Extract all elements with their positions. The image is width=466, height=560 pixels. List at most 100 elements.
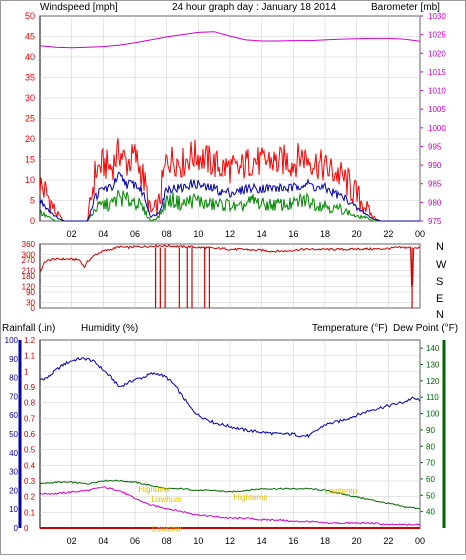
weather-time-tick-label: 08 (162, 536, 172, 546)
wind-barometer-panel: 0510152025303540455097598098599099510001… (25, 11, 446, 239)
direction-tick-label: 30 (26, 299, 35, 308)
chart-title: 24 hour graph day : January 18 2014 (172, 2, 336, 13)
wind-tick-label: 40 (25, 52, 35, 62)
weather-time-tick-label: 00 (415, 536, 425, 546)
barometer-tick-label: 1010 (428, 87, 446, 96)
humidity-tick-label: 90 (9, 355, 18, 364)
humidity-tick-label: 30 (9, 468, 18, 477)
temperature-axis-label: Temperature (°F) (312, 323, 388, 334)
extreme-annotation: Hightemp (233, 493, 268, 502)
barometer-tick-label: 990 (428, 161, 442, 170)
time-tick-label: 06 (130, 229, 140, 239)
time-tick-label: 10 (193, 229, 203, 239)
barometer-tick-label: 1000 (428, 124, 446, 133)
weather-time-tick-label: 14 (257, 536, 267, 546)
weather-time-tick-label: 02 (67, 536, 77, 546)
rain-tick-label: 0.2 (24, 493, 36, 502)
wind-tick-label: 35 (25, 73, 35, 83)
temperature-tick-label: 120 (426, 377, 440, 386)
barometer-tick-label: 1005 (428, 105, 446, 114)
barometer-tick-label: 995 (428, 142, 442, 151)
wind-tick-label: 15 (25, 155, 35, 165)
weather-time-tick-label: 16 (288, 536, 298, 546)
time-tick-label: 12 (225, 229, 235, 239)
time-tick-label: 18 (320, 229, 330, 239)
direction-tick-label: 210 (22, 267, 36, 276)
direction-tick-label: 360 (22, 240, 36, 249)
temperature-line (39, 479, 421, 510)
rain-humidity-temperature-panel: 0 0.1 0.2 0.3 0.4 0.5 0.6 0.7 0.8 0.9 1 1.1 1.2 0 10 20… (5, 336, 446, 546)
humidity-tick-label: 40 (9, 449, 18, 458)
wind-tick-label: 10 (25, 175, 35, 185)
time-tick-label: 00 (415, 229, 425, 239)
rain-tick-label: 0.8 (24, 399, 36, 408)
weather-time-tick-label: 12 (225, 536, 235, 546)
direction-tick-label: 90 (26, 288, 35, 297)
extreme-annotation: Lowtemp (325, 487, 358, 496)
temperature-tick-label: 130 (426, 361, 440, 370)
humidity-tick-label: 50 (9, 430, 18, 439)
wind-tick-label: 25 (25, 114, 35, 124)
compass-label-n-top: N (436, 241, 444, 253)
time-tick-label: 04 (98, 229, 108, 239)
rain-tick-label: 0.3 (24, 477, 36, 486)
wind-tick-label: 30 (25, 93, 35, 103)
direction-tick-label: 0 (31, 304, 36, 313)
rain-tick-label: 1 (24, 367, 29, 376)
direction-tick-label: 180 (22, 272, 36, 281)
rain-tick-label: 0.4 (24, 461, 36, 470)
barometer-axis-label: Barometer [mb] (371, 2, 440, 13)
dewpoint-axis-label: Dew Point (°F) (393, 323, 458, 334)
humidity-tick-label: 10 (9, 505, 18, 514)
weather-time-tick-label: 18 (320, 536, 330, 546)
humidity-axis-label: Humidity (%) (81, 323, 138, 334)
rain-tick-label: 0.7 (24, 414, 36, 423)
weather-time-tick-label: 20 (352, 536, 362, 546)
weather-time-tick-label: 06 (130, 536, 140, 546)
extreme-annotation: Lowdew (152, 524, 182, 533)
compass-label-s: S (436, 276, 443, 288)
barometer-tick-label: 1025 (428, 31, 446, 40)
rain-tick-label: 1.2 (24, 336, 36, 345)
wind-tick-label: 5 (30, 196, 35, 206)
windspeed-axis-label: Windspeed [mph] (40, 2, 118, 13)
wind-tick-label: 50 (25, 11, 35, 21)
time-tick-label: 14 (257, 229, 267, 239)
temperature-tick-label: 110 (426, 393, 439, 402)
direction-tick-label: 120 (22, 283, 36, 292)
humidity-tick-label: 0 (14, 524, 19, 533)
rain-tick-label: 0 (24, 524, 29, 533)
weather-time-tick-label: 10 (193, 536, 203, 546)
temperature-tick-label: 100 (426, 410, 440, 419)
rain-tick-label: 0.6 (24, 430, 36, 439)
wind-tick-label: 20 (25, 134, 35, 144)
weather-time-tick-label: 04 (98, 536, 108, 546)
rain-tick-label: 1.1 (24, 352, 36, 361)
barometer-tick-label: 975 (428, 217, 442, 226)
time-tick-label: 08 (162, 229, 172, 239)
rainfall-axis-label: Rainfall (.in) (2, 323, 55, 334)
dewpoint-line (39, 486, 421, 527)
barometer-tick-label: 980 (428, 198, 442, 207)
humidity-tick-label: 70 (9, 392, 18, 401)
extreme-annotation: Highdew (138, 485, 169, 494)
direction-tick-label: 300 (22, 251, 36, 260)
barometer-tick-label: 985 (428, 180, 442, 189)
barometer-tick-label: 1020 (428, 49, 446, 58)
time-tick-label: 02 (67, 229, 77, 239)
rain-tick-label: 0.1 (24, 508, 36, 517)
weather-time-tick-label: 22 (383, 536, 393, 546)
time-tick-label: 16 (288, 229, 298, 239)
humidity-tick-label: 20 (9, 486, 18, 495)
temperature-tick-label: 50 (426, 491, 435, 500)
rain-tick-label: 0.5 (24, 446, 36, 455)
time-tick-label: 22 (383, 229, 393, 239)
barometer-tick-label: 1015 (428, 68, 446, 77)
wind-low-line (39, 189, 420, 222)
barometer-line (39, 31, 421, 49)
humidity-tick-label: 60 (9, 411, 18, 420)
humidity-tick-label: 100 (5, 336, 19, 345)
temperature-tick-label: 70 (426, 459, 435, 468)
